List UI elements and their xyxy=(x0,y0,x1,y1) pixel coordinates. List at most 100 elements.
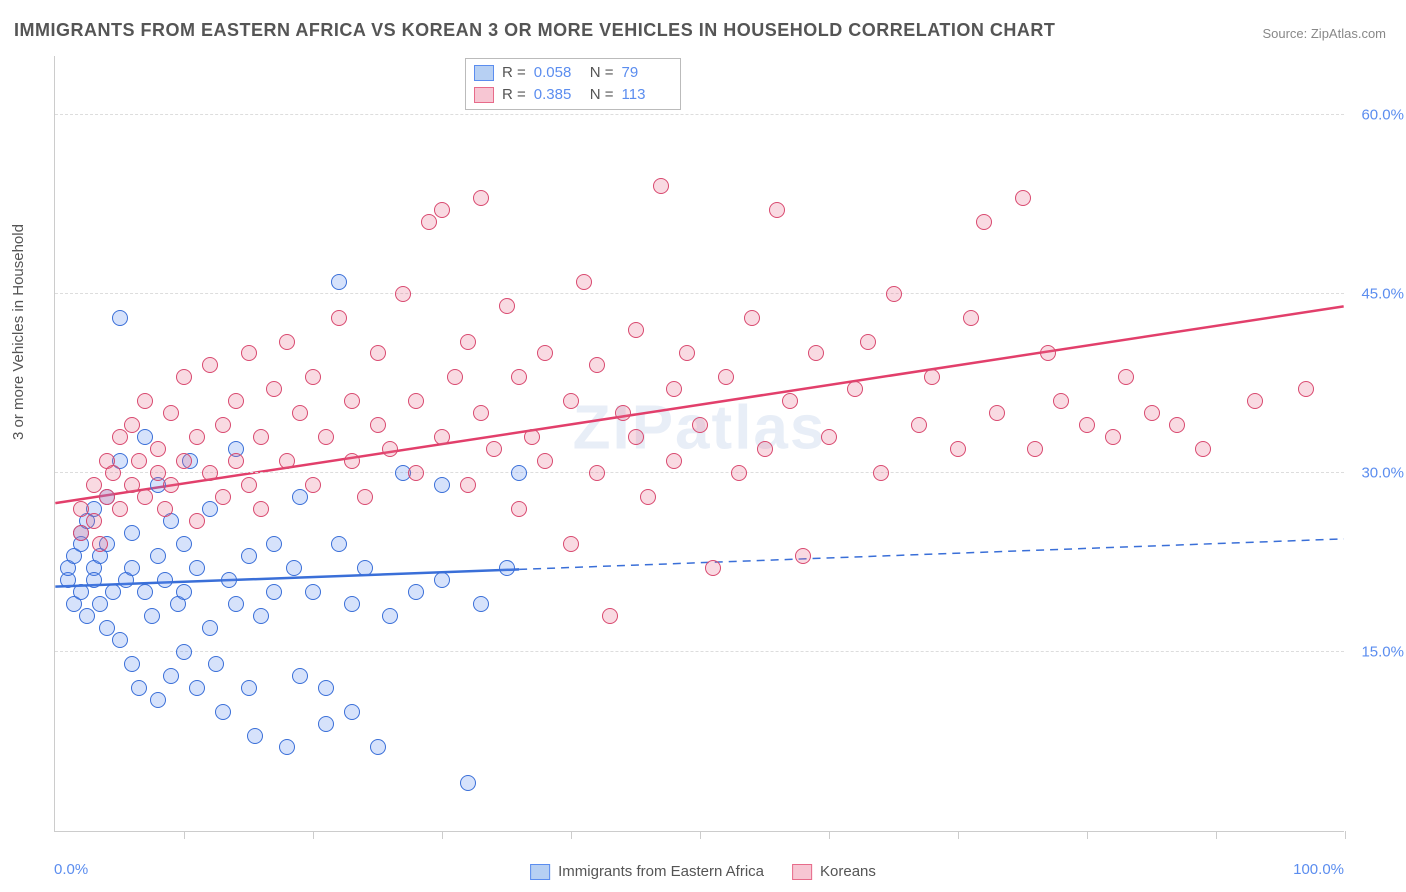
scatter-point xyxy=(86,572,102,588)
legend-label: Immigrants from Eastern Africa xyxy=(558,863,764,880)
scatter-point xyxy=(705,560,721,576)
scatter-point xyxy=(473,405,489,421)
scatter-point xyxy=(537,345,553,361)
scatter-point xyxy=(563,536,579,552)
legend-swatch xyxy=(792,864,812,880)
scatter-point xyxy=(950,441,966,457)
scatter-point xyxy=(221,572,237,588)
scatter-point xyxy=(150,465,166,481)
scatter-point xyxy=(228,453,244,469)
scatter-point xyxy=(1027,441,1043,457)
scatter-point xyxy=(131,680,147,696)
scatter-point xyxy=(382,608,398,624)
scatter-point xyxy=(253,501,269,517)
r-label: R = xyxy=(502,62,526,84)
scatter-point xyxy=(331,310,347,326)
legend-swatch xyxy=(474,87,494,103)
scatter-point xyxy=(511,369,527,385)
scatter-point xyxy=(860,334,876,350)
scatter-point xyxy=(124,525,140,541)
scatter-point xyxy=(963,310,979,326)
scatter-point xyxy=(653,178,669,194)
y-axis-label: 3 or more Vehicles in Household xyxy=(10,224,27,440)
scatter-point xyxy=(1144,405,1160,421)
scatter-point xyxy=(99,489,115,505)
scatter-point xyxy=(666,381,682,397)
scatter-point xyxy=(176,369,192,385)
scatter-point xyxy=(757,441,773,457)
scatter-point xyxy=(112,429,128,445)
scatter-point xyxy=(150,548,166,564)
scatter-point xyxy=(408,584,424,600)
scatter-point xyxy=(124,656,140,672)
trendline-dashed xyxy=(519,539,1344,570)
n-value: 79 xyxy=(622,62,670,84)
series-legend: Immigrants from Eastern Africa Koreans xyxy=(530,863,876,880)
scatter-point xyxy=(615,405,631,421)
x-tick xyxy=(1345,831,1346,839)
legend-label: Koreans xyxy=(820,863,876,880)
scatter-point xyxy=(176,644,192,660)
scatter-point xyxy=(99,620,115,636)
legend-item: Immigrants from Eastern Africa xyxy=(530,863,764,880)
scatter-point xyxy=(163,477,179,493)
scatter-point xyxy=(473,596,489,612)
scatter-point xyxy=(886,286,902,302)
scatter-point xyxy=(247,728,263,744)
scatter-point xyxy=(202,620,218,636)
scatter-point xyxy=(421,214,437,230)
scatter-point xyxy=(292,489,308,505)
gridline xyxy=(55,651,1344,652)
scatter-point xyxy=(357,489,373,505)
scatter-point xyxy=(241,680,257,696)
scatter-point xyxy=(602,608,618,624)
scatter-point xyxy=(124,560,140,576)
scatter-point xyxy=(228,596,244,612)
scatter-point xyxy=(1105,429,1121,445)
scatter-point xyxy=(331,274,347,290)
scatter-point xyxy=(73,584,89,600)
scatter-point xyxy=(144,608,160,624)
scatter-point xyxy=(873,465,889,481)
scatter-point xyxy=(989,405,1005,421)
scatter-point xyxy=(666,453,682,469)
x-tick xyxy=(313,831,314,839)
scatter-point xyxy=(1118,369,1134,385)
scatter-point xyxy=(163,668,179,684)
y-tick-label: 15.0% xyxy=(1349,643,1404,660)
scatter-point xyxy=(808,345,824,361)
gridline xyxy=(55,472,1344,473)
scatter-point xyxy=(331,536,347,552)
x-tick xyxy=(184,831,185,839)
scatter-point xyxy=(176,584,192,600)
scatter-point xyxy=(105,465,121,481)
x-tick xyxy=(1216,831,1217,839)
scatter-point xyxy=(253,608,269,624)
scatter-point xyxy=(105,584,121,600)
scatter-point xyxy=(202,501,218,517)
scatter-point xyxy=(241,548,257,564)
scatter-point xyxy=(628,429,644,445)
scatter-point xyxy=(395,286,411,302)
scatter-point xyxy=(279,334,295,350)
scatter-point xyxy=(486,441,502,457)
scatter-point xyxy=(434,572,450,588)
legend-swatch xyxy=(474,65,494,81)
scatter-point xyxy=(1169,417,1185,433)
scatter-point xyxy=(305,584,321,600)
scatter-point xyxy=(305,369,321,385)
scatter-point xyxy=(241,345,257,361)
scatter-point xyxy=(563,393,579,409)
scatter-point xyxy=(215,704,231,720)
correlation-row: R =0.058N =79 xyxy=(474,62,670,84)
scatter-point xyxy=(202,465,218,481)
scatter-point xyxy=(434,429,450,445)
scatter-point xyxy=(176,453,192,469)
r-label: R = xyxy=(502,84,526,106)
scatter-point xyxy=(370,417,386,433)
plot-area: ZIPatlas R =0.058N =79R =0.385N =113 15.… xyxy=(54,56,1344,832)
scatter-point xyxy=(718,369,734,385)
n-value: 113 xyxy=(622,84,670,106)
x-tick xyxy=(958,831,959,839)
scatter-point xyxy=(1040,345,1056,361)
